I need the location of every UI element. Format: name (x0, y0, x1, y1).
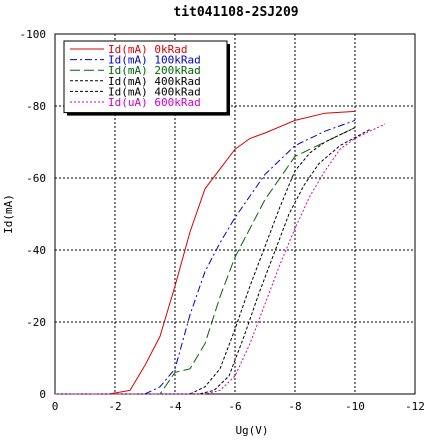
y-tick-label: -100 (20, 28, 47, 41)
legend-entry-label: Id(mA) 0kRad (108, 43, 187, 56)
x-tick-label: 0 (52, 400, 59, 413)
y-tick-label: 0 (39, 388, 46, 401)
series-group (55, 110, 386, 395)
series-line-6 (55, 123, 386, 395)
x-tick-label: -12 (405, 400, 425, 413)
series-line-3 (55, 127, 356, 395)
x-tick-label: -8 (288, 400, 301, 413)
y-axis-label: Id(mA) (2, 194, 15, 234)
plot-area (54, 33, 416, 395)
x-tick-label: -6 (228, 400, 241, 413)
series-line-5 (55, 128, 371, 395)
legend-entry-label: Id(mA) 200kRad (108, 64, 201, 77)
x-tick-label: -2 (108, 400, 121, 413)
legend-entry-label: Id(mA) 400kRad (108, 75, 201, 88)
x-axis-label: Ug(V) (235, 424, 268, 437)
chart-title: tit041108-2SJ209 (173, 5, 298, 20)
x-tick-label: -10 (345, 400, 365, 413)
axis-ticks: 0 -2 -4 -6 -8 -10 -12 0 -20 -40 -60 -80 -100 (20, 28, 425, 413)
y-tick-label: -20 (26, 316, 46, 329)
y-tick-label: -60 (26, 172, 46, 185)
y-tick-label: -80 (26, 100, 46, 113)
y-tick-label: -40 (26, 244, 46, 257)
legend-entry-label: Id(mA) 400kRad (108, 85, 201, 98)
legend-box (63, 40, 228, 114)
legend-entry-label: Id(uA) 600kRad (108, 96, 201, 109)
series-line-4 (55, 127, 356, 395)
series-line-2 (55, 119, 356, 395)
x-tick-label: -4 (168, 400, 182, 413)
legend-entry-label: Id(mA) 100kRad (108, 54, 201, 67)
series-line-1 (55, 110, 356, 395)
